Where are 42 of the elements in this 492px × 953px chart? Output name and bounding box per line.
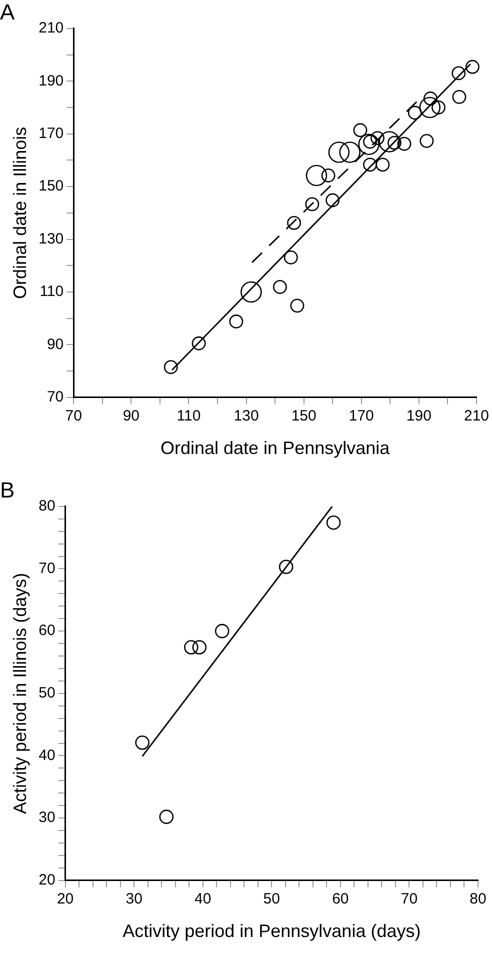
x-tick-label: 110: [176, 408, 201, 425]
x-tick-label: 210: [464, 408, 489, 425]
y-tick-label: 190: [38, 72, 64, 90]
y-tick-label: 20: [38, 872, 56, 889]
y-tick-label: 80: [38, 498, 56, 515]
x-tick-label: 130: [234, 408, 259, 425]
point: [278, 560, 294, 574]
x-tick-label: 190: [406, 408, 432, 425]
y-tick-label: 70: [46, 388, 64, 406]
x-tick-label: 150: [291, 408, 316, 425]
point: [214, 624, 230, 638]
y-tick-label: 70: [38, 560, 56, 577]
y-tick-label: 50: [38, 684, 56, 702]
y-tick-label: 60: [38, 622, 56, 640]
x-tick-label: 90: [122, 408, 140, 425]
x-axis-title: Ordinal date in Pennsylvania: [160, 438, 391, 458]
point: [135, 735, 150, 750]
x-tick-label: 80: [470, 890, 486, 908]
x-tick-label: 60: [332, 890, 349, 908]
x-tick-label: 70: [400, 890, 418, 908]
point: [184, 640, 198, 654]
point: [326, 515, 341, 530]
x-tick-label: 30: [126, 890, 142, 908]
y-tick-label: 110: [40, 283, 64, 300]
y-tick-label: 130: [38, 230, 64, 248]
point: [192, 640, 207, 654]
y-tick-label: 90: [46, 336, 64, 353]
x-tick-label: 70: [65, 408, 82, 425]
chart-title: B: [0, 477, 15, 502]
y-tick-label: 40: [38, 746, 56, 764]
x-tick-label: 50: [263, 890, 280, 908]
y-axis-title: Activity period in Illinois (days): [10, 572, 30, 814]
chart-title: A: [0, 0, 15, 24]
x-tick-label: 40: [194, 890, 212, 908]
x-tick-label: 170: [348, 408, 374, 425]
point: [159, 810, 174, 824]
y-tick-label: 170: [38, 124, 64, 142]
y-tick-label: 150: [38, 178, 64, 195]
x-axis-title: Activity period in Pennsylvania (days): [122, 921, 421, 942]
y-tick-label: 30: [38, 809, 56, 826]
y-tick-label: 210: [38, 20, 64, 37]
y-axis-title: Ordinal date in Illinois: [10, 126, 30, 299]
